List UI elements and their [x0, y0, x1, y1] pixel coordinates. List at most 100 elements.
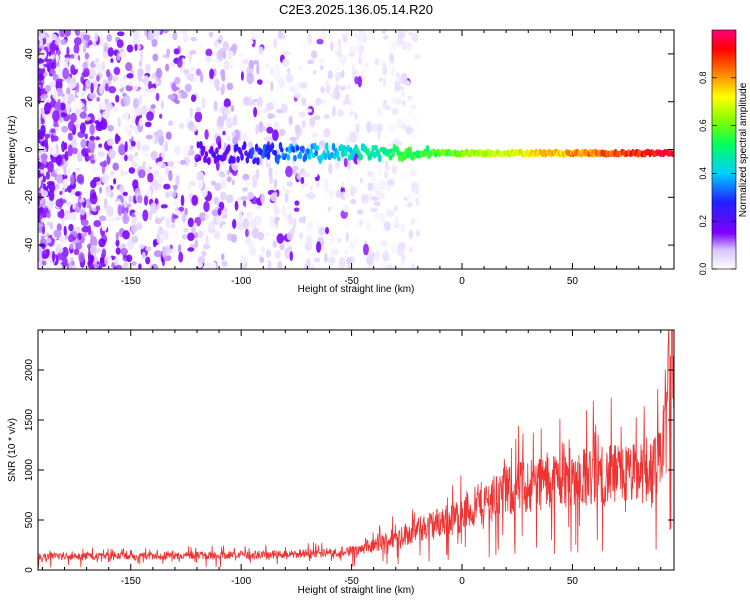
- noise-cell: [400, 172, 407, 180]
- noise-cell: [81, 92, 85, 97]
- noise-cell: [280, 103, 288, 114]
- noise-cell: [187, 247, 195, 252]
- noise-cell: [343, 103, 351, 116]
- noise-cell: [282, 58, 290, 68]
- noise-cell: [98, 238, 106, 248]
- noise-cell: [175, 209, 181, 216]
- noise-cell: [388, 94, 393, 102]
- top-x-tick-label: -50: [344, 276, 359, 287]
- noise-cell: [260, 193, 265, 204]
- noise-cell: [226, 82, 234, 91]
- noise-cell: [221, 224, 229, 233]
- noise-cell: [82, 44, 87, 54]
- noise-cell: [104, 259, 109, 265]
- noise-cell: [320, 86, 325, 94]
- noise-cell: [345, 135, 350, 148]
- noise-cell: [250, 30, 258, 40]
- noise-cell: [173, 184, 178, 190]
- noise-cell: [311, 132, 318, 138]
- signal-cell: [403, 154, 407, 161]
- noise-cell: [272, 266, 280, 269]
- noise-cell: [128, 195, 134, 203]
- noise-cell: [118, 52, 127, 58]
- noise-cell: [262, 108, 270, 114]
- noise-cell: [368, 193, 372, 203]
- noise-cell: [355, 123, 360, 134]
- noise-cell: [394, 205, 398, 212]
- noise-cell: [133, 31, 139, 39]
- noise-cell: [56, 173, 63, 184]
- noise-cell: [231, 131, 236, 138]
- noise-cell: [292, 250, 297, 257]
- noise-cell: [266, 249, 271, 258]
- noise-cell: [45, 171, 51, 180]
- heatmap-cells: [38, 30, 674, 269]
- noise-cell: [240, 205, 246, 212]
- noise-cell: [277, 260, 283, 269]
- noise-cell: [380, 159, 386, 168]
- noise-cell: [301, 172, 310, 178]
- noise-cell: [81, 227, 87, 233]
- noise-cell: [357, 75, 362, 88]
- noise-cell: [282, 33, 285, 40]
- noise-cell: [197, 256, 206, 264]
- noise-cell: [172, 31, 178, 41]
- noise-cell: [205, 48, 213, 57]
- noise-cell: [335, 71, 340, 83]
- signal-cell: [330, 151, 334, 159]
- noise-cell: [213, 100, 218, 112]
- noise-cell: [414, 53, 422, 60]
- noise-cell: [204, 55, 212, 63]
- signal-cell: [207, 157, 211, 166]
- noise-cell: [97, 112, 102, 122]
- noise-cell: [345, 173, 350, 185]
- noise-cell: [128, 167, 136, 174]
- noise-cell: [99, 215, 107, 222]
- noise-cell: [238, 178, 243, 186]
- noise-cell: [107, 255, 112, 267]
- noise-cell: [38, 177, 41, 189]
- noise-cell: [73, 37, 82, 46]
- noise-cell: [133, 76, 137, 82]
- noise-cell: [82, 86, 86, 91]
- noise-cell: [139, 49, 144, 62]
- noise-cell: [268, 259, 272, 269]
- noise-cell: [113, 178, 117, 185]
- noise-cell: [64, 150, 69, 162]
- noise-cell: [90, 82, 94, 94]
- noise-cell: [70, 64, 76, 75]
- noise-cell: [220, 179, 227, 189]
- noise-cell: [299, 82, 308, 89]
- noise-cell: [410, 263, 416, 269]
- noise-cell: [180, 91, 188, 99]
- noise-cell: [212, 262, 217, 269]
- noise-cell: [394, 80, 401, 92]
- noise-cell: [90, 159, 96, 164]
- noise-cell: [126, 254, 133, 263]
- noise-cell: [358, 31, 365, 41]
- noise-cell: [89, 123, 95, 136]
- noise-cell: [246, 211, 253, 219]
- noise-cell: [338, 257, 346, 269]
- snr-frame: [37, 329, 675, 571]
- noise-cell: [122, 170, 129, 176]
- noise-cell: [324, 160, 331, 165]
- noise-cell: [273, 223, 278, 231]
- noise-cell: [328, 163, 333, 175]
- noise-cell: [149, 87, 157, 94]
- noise-cell: [359, 219, 364, 227]
- noise-cell: [49, 42, 57, 52]
- signal-cell: [277, 154, 281, 160]
- noise-cell: [301, 97, 307, 106]
- noise-cell: [411, 129, 418, 140]
- noise-cell: [247, 191, 255, 200]
- noise-cell: [150, 202, 158, 214]
- noise-cell: [57, 66, 63, 78]
- noise-cell: [68, 223, 74, 232]
- noise-cell: [388, 45, 393, 54]
- noise-cell: [380, 58, 386, 63]
- noise-cell: [226, 176, 232, 183]
- noise-cell: [358, 56, 362, 65]
- noise-cell: [350, 198, 357, 205]
- noise-cell: [137, 195, 143, 204]
